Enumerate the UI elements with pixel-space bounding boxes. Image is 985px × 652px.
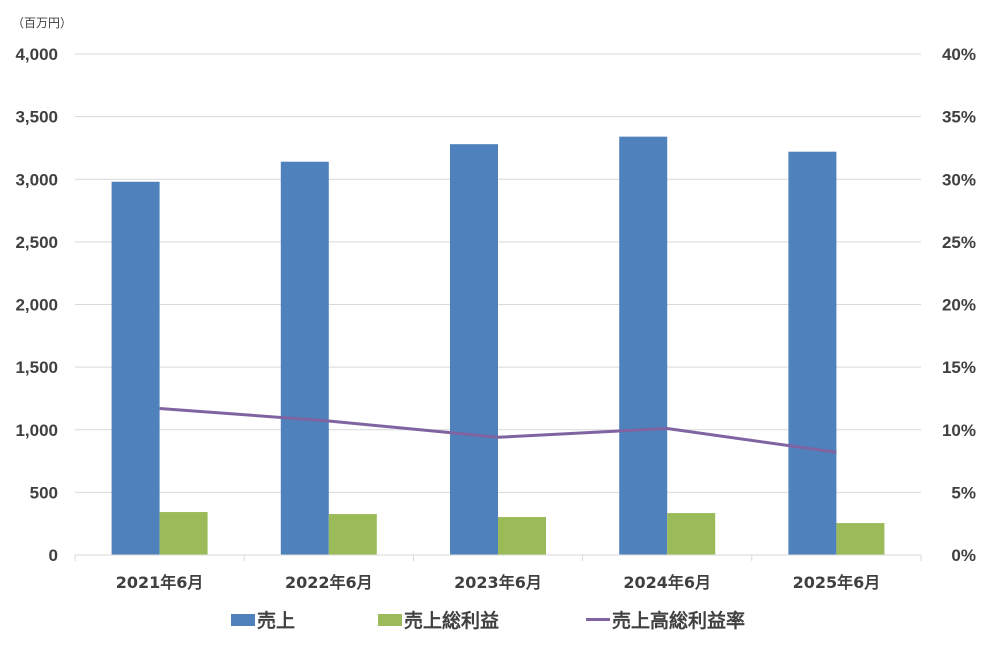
bar-gross-profit	[328, 514, 377, 555]
bar-sales	[111, 181, 160, 555]
x-category-label: 2024年6月	[623, 573, 711, 592]
x-category-label: 2021年6月	[116, 573, 204, 592]
x-category-label: 2025年6月	[793, 573, 881, 592]
unit-label: （百万円）	[12, 16, 73, 30]
x-category-label: 2023年6月	[454, 573, 542, 592]
y2-tick-label: 40%	[942, 45, 976, 64]
y2-tick-label: 20%	[942, 296, 976, 315]
bar-gross-profit	[667, 513, 716, 555]
x-axis: 2021年6月 2022年6月 2023年6月 2024年6月 2025年6月	[74, 554, 922, 592]
gross-margin-line	[159, 406, 837, 454]
y-axis-right: 0% 5% 10% 15% 20% 25% 30% 35% 40%	[942, 45, 976, 565]
y2-tick-label: 15%	[942, 358, 976, 377]
y-axis-left: 0 500 1,000 1,500 2,000 2,500 3,000 3,500 4,000	[15, 45, 58, 565]
y-tick-label: 0	[49, 546, 58, 565]
y2-tick-label: 25%	[942, 233, 976, 252]
bar-gross-profit	[159, 512, 208, 555]
y-tick-label: 3,500	[15, 108, 58, 127]
y-tick-label: 500	[30, 483, 58, 502]
bar-sales	[619, 136, 668, 556]
legend-item-gross-margin: 売上高総利益率	[586, 606, 745, 633]
y-tick-label: 1,000	[15, 421, 58, 440]
y-tick-label: 2,000	[15, 296, 58, 315]
legend-item-gross-profit: 売上総利益	[378, 606, 499, 633]
y2-tick-label: 35%	[942, 108, 976, 127]
legend-item-sales: 売上	[231, 606, 295, 633]
margin-line	[159, 406, 837, 454]
y-tick-label: 1,500	[15, 358, 58, 377]
bar-gross-profit	[498, 517, 546, 555]
legend-line-gross-margin	[586, 618, 610, 621]
y2-tick-label: 0%	[951, 546, 976, 565]
legend-label-gross-profit: 売上総利益	[404, 610, 500, 632]
bars	[111, 136, 885, 556]
x-category-label: 2022年6月	[285, 573, 373, 592]
legend: 売上 売上総利益 売上高総利益率	[0, 606, 985, 636]
legend-swatch-gross-profit	[378, 613, 402, 626]
y2-tick-label: 30%	[942, 170, 976, 189]
bar-sales	[788, 151, 837, 555]
legend-label-sales: 売上	[257, 610, 296, 632]
bar-sales	[450, 144, 498, 555]
y2-tick-label: 5%	[951, 483, 976, 502]
bar-gross-profit	[836, 523, 885, 555]
y-tick-label: 3,000	[15, 170, 58, 189]
legend-swatch-sales	[231, 613, 255, 626]
legend-label-gross-margin: 売上高総利益率	[612, 610, 746, 632]
y2-tick-label: 10%	[942, 421, 976, 440]
y-tick-label: 4,000	[15, 45, 58, 64]
bar-sales	[280, 161, 329, 555]
y-tick-label: 2,500	[15, 233, 58, 252]
